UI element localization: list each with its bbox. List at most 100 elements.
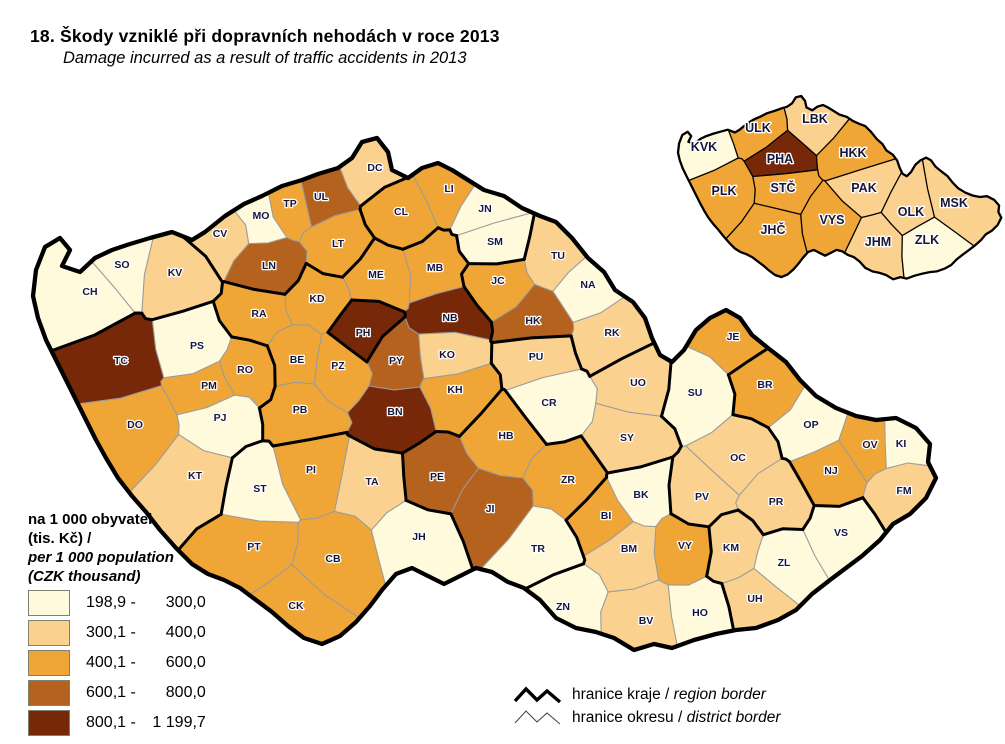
district-shape-PY: [366, 316, 424, 390]
region-border-line: [359, 173, 415, 208]
region-label-HKK: HKK: [839, 146, 866, 160]
district-shape-UH: [721, 568, 801, 631]
district-label-RK: RK: [604, 327, 620, 339]
district-label-KI: KI: [896, 438, 907, 450]
district-border-line: [310, 208, 361, 228]
district-label-CK: CK: [288, 600, 304, 612]
district-border-line: [838, 439, 868, 484]
district-label-BE: BE: [290, 354, 305, 366]
region-border-line: [824, 158, 897, 182]
district-label-UH: UH: [747, 593, 762, 605]
region-label-ZLK: ZLK: [915, 233, 939, 247]
region-shape-PHA: [744, 130, 818, 177]
district-label-ZR: ZR: [561, 474, 575, 486]
district-border-line: [299, 510, 336, 521]
region-label-PLK: PLK: [712, 184, 737, 198]
district-label-VY: VY: [678, 540, 692, 552]
region-shape-JHC: [725, 203, 808, 278]
region-border-line: [801, 504, 816, 531]
region-border-line: [761, 527, 805, 537]
district-border-line: [218, 336, 233, 362]
district-border-line: [313, 383, 349, 414]
region-border-line: [140, 311, 154, 322]
inset-map: KVK ULK LBK HKK PHA STČ PLK PAK JHČ VYS OLK JHM MSK Z…: [676, 94, 1003, 281]
region-border-line: [545, 434, 583, 446]
legend-title-en-2: (CZK thousand): [28, 568, 141, 585]
district-border-line: [346, 412, 353, 433]
region-border-line-icon: [513, 686, 562, 703]
region-shape-JHM: [844, 212, 904, 280]
region-border-line: [304, 261, 344, 279]
region-border-line: [564, 475, 609, 522]
region-border-line: [743, 160, 754, 178]
region-border-line: [731, 413, 770, 430]
region-border-line: [860, 211, 882, 219]
district-border-line: [570, 321, 575, 337]
district-shape-KH: [419, 363, 502, 437]
district-border-line: [418, 331, 492, 341]
legend-swatch: [28, 710, 70, 736]
district-shape-KO: [418, 332, 492, 379]
district-label-DC: DC: [367, 162, 383, 174]
district-label-PB: PB: [293, 404, 308, 416]
district-border-line: [341, 276, 353, 301]
district-label-PE: PE: [430, 471, 444, 483]
district-shape-RO: [219, 336, 276, 408]
region-border-line: [705, 525, 713, 578]
district-label-VS: VS: [834, 527, 848, 539]
district-border-line: [418, 333, 425, 380]
district-shape-TP: [268, 180, 312, 242]
district-label-BR: BR: [757, 379, 773, 391]
region-border-line: [257, 384, 277, 410]
inset-map-country-outline: [676, 94, 1003, 281]
legend-row: 198,9 - 300,0: [28, 590, 278, 616]
district-shape-HK: [490, 284, 574, 343]
district-shape-BE: [267, 324, 322, 387]
district-shape-LT: [299, 209, 375, 278]
region-border-line: [726, 373, 737, 417]
region-border-line: [880, 211, 903, 237]
district-label-JN: JN: [478, 203, 491, 215]
region-border-line: [49, 311, 137, 353]
region-border-line: [523, 562, 585, 591]
region-border-line: [688, 157, 739, 182]
region-border-line: [265, 344, 277, 388]
district-label-ST: ST: [253, 483, 267, 495]
region-border-line: [786, 129, 818, 157]
district-shape-SY: [581, 403, 682, 473]
district-shape-BR: [728, 348, 806, 428]
legend-row: 600,1 - 800,0: [28, 680, 278, 706]
border-legend: hranice kraje / region border hranice ok…: [512, 683, 781, 729]
district-border-line: [767, 384, 806, 429]
region-shape-MSK: [922, 157, 1002, 247]
district-label-JI: JI: [486, 503, 495, 515]
district-shape-JI: [450, 468, 534, 570]
region-border-line: [660, 360, 673, 418]
district-border-line: [163, 360, 221, 379]
region-border-line: [460, 262, 471, 288]
district-label-FM: FM: [896, 485, 911, 497]
district-border-line: [220, 513, 299, 523]
region-border-line: [815, 154, 819, 171]
legend-title-cz-1: na 1 000 obyvatel: [28, 511, 153, 528]
region-border-line: [326, 330, 369, 364]
district-shape-BM: [583, 521, 659, 592]
region-border-line: [222, 280, 287, 296]
region-border-line: [861, 496, 888, 534]
district-shape-PS: [152, 301, 232, 378]
district-label-ZL: ZL: [778, 557, 791, 569]
region-border-line: [365, 315, 407, 364]
district-label-MB: MB: [427, 262, 444, 274]
district-shape-NJ: [789, 440, 867, 507]
region-border-line: [489, 361, 504, 391]
region-label-STC: STČ: [771, 180, 796, 195]
district-label-KM: KM: [723, 542, 740, 554]
district-label-UO: UO: [630, 377, 646, 389]
district-shape-TA: [334, 435, 407, 531]
district-border-line: [77, 385, 163, 405]
district-shape-TC: [51, 313, 164, 404]
district-label-JC: JC: [491, 275, 505, 287]
district-shape-LI: [412, 163, 476, 231]
district-label-NA: NA: [580, 279, 596, 291]
district-label-LT: LT: [332, 238, 345, 250]
